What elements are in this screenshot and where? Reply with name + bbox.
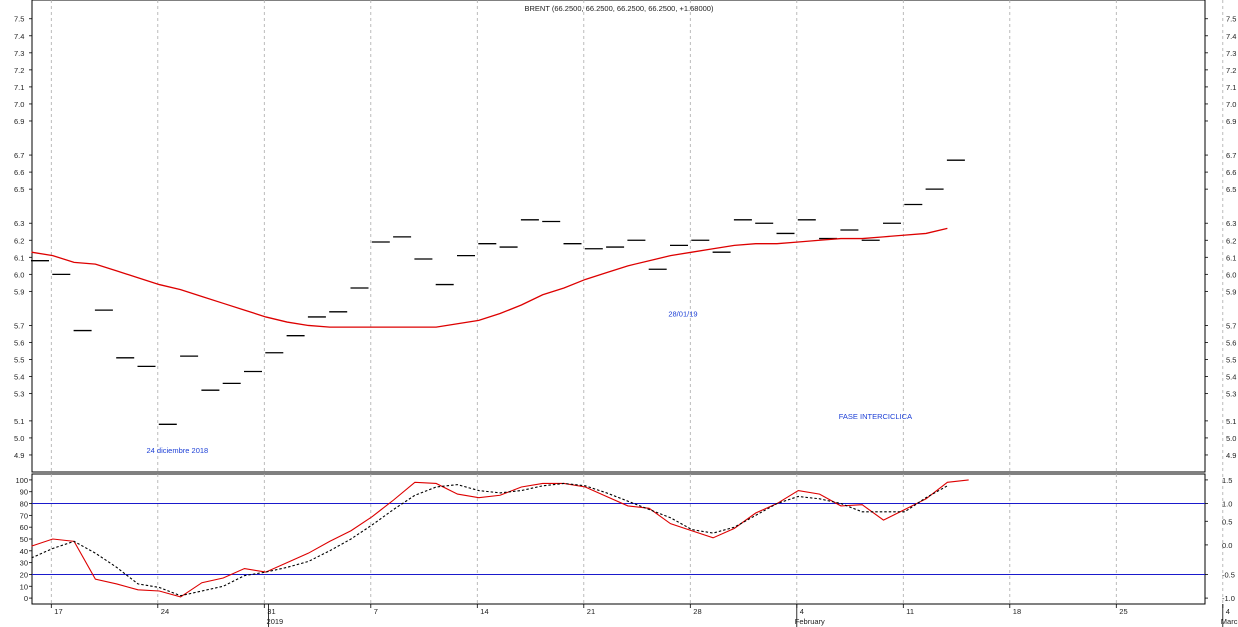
period-label: February [795, 617, 825, 626]
period-label: March [1221, 617, 1238, 626]
osc-tick-label-left: 20 [20, 570, 28, 579]
y-tick-label-left: 7.2 [14, 66, 24, 75]
period-label: 2019 [267, 617, 284, 626]
y-tick-label-right: 4.9 [1226, 451, 1236, 460]
y-tick-label-right: 6.1 [1226, 253, 1236, 262]
y-tick-label-right: 5.0 [1226, 434, 1236, 443]
y-tick-label-right: 7.1 [1226, 83, 1236, 92]
osc-tick-label-left: 100 [15, 476, 28, 485]
y-tick-label-right: 5.5 [1226, 356, 1236, 365]
y-tick-label-right: 5.7 [1226, 321, 1236, 330]
x-tick-label: 11 [906, 607, 914, 616]
y-tick-label-left: 6.5 [14, 185, 24, 194]
osc-tick-label-left: 90 [20, 488, 28, 497]
osc-tick-label-left: 60 [20, 523, 28, 532]
y-tick-label-right: 5.4 [1226, 373, 1236, 382]
x-tick-label: 17 [54, 607, 62, 616]
y-tick-label-right: 5.6 [1226, 338, 1236, 347]
osc-tick-label-left: 0 [24, 594, 28, 603]
x-tick-label: 24 [161, 607, 169, 616]
y-tick-label-right: 6.6 [1226, 168, 1236, 177]
osc-tick-label-right: 1.5 [1222, 476, 1232, 485]
chart-annotation: 28/01/19 [668, 310, 697, 319]
y-tick-label-left: 5.3 [14, 390, 24, 399]
chart-annotation: 24 diciembre 2018 [147, 446, 209, 455]
y-tick-label-left: 6.6 [14, 168, 24, 177]
date-axis: 17 24 31 7 14 21 28 4 11 18 25 4 2019 February March [50, 604, 1238, 627]
y-tick-label-left: 6.0 [14, 270, 24, 279]
osc-fast-line [31, 479, 969, 598]
y-tick-label-left: 5.6 [14, 338, 24, 347]
y-tick-label-right: 6.2 [1226, 236, 1236, 245]
y-tick-label-right: 6.5 [1226, 185, 1236, 194]
x-tick-label: 14 [480, 607, 488, 616]
y-tick-label-left: 6.7 [14, 151, 24, 160]
y-tick-label-left: 5.9 [14, 287, 24, 296]
y-tick-label-right: 7.5 [1226, 15, 1236, 24]
y-tick-label-left: 7.5 [14, 15, 24, 24]
osc-slow-line [31, 482, 948, 597]
y-tick-label-left: 6.2 [14, 236, 24, 245]
y-tick-label-left: 6.3 [14, 219, 24, 228]
y-tick-label-left: 4.9 [14, 451, 24, 460]
y-tick-label-right: 6.0 [1226, 270, 1236, 279]
y-tick-label-left: 6.9 [14, 117, 24, 126]
x-tick-label: 25 [1119, 607, 1127, 616]
y-tick-label-right: 7.0 [1226, 100, 1236, 109]
osc-tick-label-right: -1.0 [1222, 594, 1235, 603]
y-tick-label-left: 7.4 [14, 32, 24, 41]
osc-tick-label-right: 0.0 [1222, 541, 1232, 550]
x-tick-label: 18 [1013, 607, 1021, 616]
y-tick-label-left: 5.4 [14, 373, 24, 382]
x-tick-label: 28 [693, 607, 701, 616]
y-tick-label-left: 7.3 [14, 49, 24, 58]
osc-tick-label-left: 40 [20, 547, 28, 556]
y-tick-label-left: 7.0 [14, 100, 24, 109]
oscillator-panel-frame [31, 473, 1206, 605]
y-tick-label-right: 5.1 [1226, 417, 1236, 426]
chart-title: BRENT (66.2500, 66.2500, 66.2500, 66.250… [525, 4, 714, 13]
y-tick-label-right: 7.4 [1226, 32, 1236, 41]
x-tick-label: 21 [587, 607, 595, 616]
osc-tick-label-left: 70 [20, 511, 28, 520]
y-tick-label-right: 5.3 [1226, 390, 1236, 399]
y-tick-label-right: 6.3 [1226, 219, 1236, 228]
osc-tick-label-right: -0.5 [1222, 570, 1235, 579]
y-tick-label-right: 7.2 [1226, 66, 1236, 75]
x-tick-label: 4 [1226, 607, 1230, 616]
y-tick-label-left: 5.1 [14, 417, 24, 426]
osc-tick-label-left: 30 [20, 559, 28, 568]
moving-average-line [31, 227, 948, 328]
y-tick-label-left: 7.1 [14, 83, 24, 92]
price-panel: 4.9 4.9 5.0 5.0 5.1 5.1 5.3 5.3 5.4 5.4 5.5 5.5 5.6 5… [14, 0, 1236, 473]
chart-annotation: FASE INTERCICLICA [839, 412, 912, 421]
x-tick-label: 31 [267, 607, 275, 616]
y-tick-label-right: 7.3 [1226, 49, 1236, 58]
osc-tick-label-left: 50 [20, 535, 28, 544]
oscillator-panel: 0 10 20 30 40 50 60 70 80 90 100 -1.0 -0.5 0.0 0.5 1.0 1… [15, 473, 1235, 605]
x-tick-label: 7 [374, 607, 378, 616]
y-tick-label-left: 5.0 [14, 434, 24, 443]
y-tick-label-left: 6.1 [14, 253, 24, 262]
osc-tick-label-right: 1.0 [1222, 500, 1232, 509]
x-tick-label: 4 [800, 607, 804, 616]
osc-tick-label-left: 80 [20, 500, 28, 509]
y-tick-label-right: 6.9 [1226, 117, 1236, 126]
y-tick-label-right: 5.9 [1226, 287, 1236, 296]
osc-tick-label-left: 10 [20, 582, 28, 591]
y-tick-label-left: 5.7 [14, 321, 24, 330]
y-tick-label-left: 5.5 [14, 356, 24, 365]
osc-tick-label-right: 0.5 [1222, 517, 1232, 526]
price-panel-frame [31, 0, 1206, 473]
y-tick-label-right: 6.7 [1226, 151, 1236, 160]
